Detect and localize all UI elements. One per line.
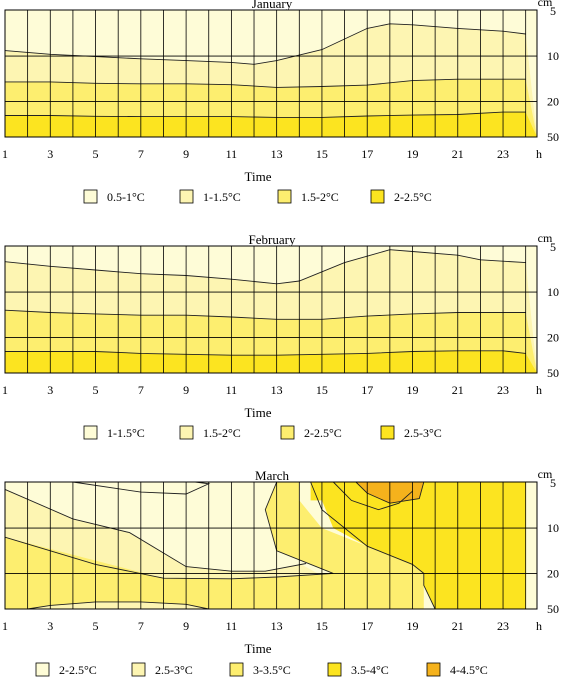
legend-swatch-2-4 (380, 425, 395, 440)
x-tick-2-15: 15 (316, 383, 328, 397)
y-tick-2-5: 5 (550, 240, 556, 254)
legend-swatch-1-1 (83, 189, 98, 204)
x-unit-3: h (536, 619, 542, 633)
x-tick-1-15: 15 (316, 147, 328, 161)
y-tick-1-5: 5 (550, 4, 556, 18)
x-tick-2-13: 13 (271, 383, 283, 397)
legend-label-2-4: 2.5-3°C (404, 426, 442, 440)
x-tick-3-9: 9 (183, 619, 189, 633)
isotherm-2-1 (4, 249, 526, 285)
legend-swatch-3-1 (35, 662, 50, 677)
legend-label-3-5: 4-4.5°C (450, 663, 488, 677)
legend-label-1-3: 1.5-2°C (301, 190, 339, 204)
y-tick-2-50: 50 (547, 366, 559, 380)
legend-label-3-4: 3.5-4°C (351, 663, 389, 677)
y-unit-1: cm (538, 0, 553, 9)
band-2-3 (5, 350, 537, 373)
x-tick-1-21: 21 (452, 147, 464, 161)
frame-2 (4, 245, 538, 374)
x-tick-1-13: 13 (271, 147, 283, 161)
legend-swatch-1-3 (277, 189, 292, 204)
legend-label-3-1: 2-2.5°C (59, 663, 97, 677)
y-tick-3-20: 20 (547, 566, 559, 580)
y-tick-3-10: 10 (547, 521, 559, 535)
x-tick-2-21: 21 (452, 383, 464, 397)
legend-label-2-1: 1-1.5°C (107, 426, 145, 440)
legend-label-1-2: 1-1.5°C (203, 190, 241, 204)
x-label-1: Time (245, 169, 272, 184)
legend-label-3-2: 2.5-3°C (155, 663, 193, 677)
x-tick-1-3: 3 (47, 147, 53, 161)
x-tick-3-21: 21 (452, 619, 464, 633)
y-tick-2-20: 20 (547, 330, 559, 344)
y-unit-3: cm (538, 467, 553, 481)
x-tick-1-19: 19 (406, 147, 418, 161)
x-tick-1-7: 7 (138, 147, 144, 161)
band-3-0b (5, 482, 307, 572)
band-1-3 (5, 112, 537, 137)
x-tick-1-11: 11 (226, 147, 238, 161)
y-unit-2: cm (538, 231, 553, 245)
x-tick-1-17: 17 (361, 147, 373, 161)
x-tick-3-5: 5 (93, 619, 99, 633)
x-tick-1-5: 5 (93, 147, 99, 161)
x-tick-3-15: 15 (316, 619, 328, 633)
legend-swatch-3-5 (426, 662, 441, 677)
frame-3 (4, 481, 538, 610)
x-unit-2: h (536, 383, 542, 397)
x-tick-3-3: 3 (47, 619, 53, 633)
x-tick-2-9: 9 (183, 383, 189, 397)
x-tick-2-19: 19 (406, 383, 418, 397)
x-tick-2-11: 11 (226, 383, 238, 397)
legend-swatch-2-1 (83, 425, 98, 440)
band-3-2 (5, 482, 424, 609)
x-tick-1-1: 1 (2, 147, 8, 161)
x-tick-2-23: 23 (497, 383, 509, 397)
x-tick-2-5: 5 (93, 383, 99, 397)
legend-label-1-4: 2-2.5°C (394, 190, 432, 204)
band-3-3b (310, 482, 322, 501)
x-tick-3-1: 1 (2, 619, 8, 633)
x-unit-1: h (536, 147, 542, 161)
band-3-3 (321, 482, 526, 609)
x-tick-3-7: 7 (138, 619, 144, 633)
x-tick-3-23: 23 (497, 619, 509, 633)
legend-swatch-2-2 (179, 425, 194, 440)
x-label-2: Time (245, 405, 272, 420)
x-tick-2-1: 1 (2, 383, 8, 397)
y-tick-1-10: 10 (547, 49, 559, 63)
x-label-3: Time (245, 641, 272, 656)
legend-swatch-3-4 (327, 662, 342, 677)
x-tick-3-19: 19 (406, 619, 418, 633)
frame-1 (4, 9, 538, 138)
legend-swatch-1-2 (179, 189, 194, 204)
x-tick-1-9: 9 (183, 147, 189, 161)
legend-swatch-1-4 (370, 189, 385, 204)
x-tick-3-17: 17 (361, 619, 373, 633)
legend-label-2-3: 2-2.5°C (304, 426, 342, 440)
legend-label-3-3: 3-3.5°C (253, 663, 291, 677)
legend-label-2-2: 1.5-2°C (203, 426, 241, 440)
y-tick-1-20: 20 (547, 94, 559, 108)
x-tick-3-13: 13 (271, 619, 283, 633)
y-tick-3-50: 50 (547, 602, 559, 616)
y-tick-1-50: 50 (547, 130, 559, 144)
y-tick-3-5: 5 (550, 476, 556, 490)
y-tick-2-10: 10 (547, 285, 559, 299)
isotherm-3-6 (332, 481, 413, 511)
chart-title-1: January (252, 0, 293, 11)
chart-title-2: February (249, 232, 296, 247)
legend-label-1-1: 0.5-1°C (107, 190, 145, 204)
legend-swatch-2-3 (280, 425, 295, 440)
legend-swatch-3-3 (229, 662, 244, 677)
x-tick-2-7: 7 (138, 383, 144, 397)
x-tick-2-3: 3 (47, 383, 53, 397)
chart-title-3: March (255, 468, 289, 483)
legend-swatch-3-2 (131, 662, 146, 677)
x-tick-3-11: 11 (226, 619, 238, 633)
x-tick-2-17: 17 (361, 383, 373, 397)
x-tick-1-23: 23 (497, 147, 509, 161)
